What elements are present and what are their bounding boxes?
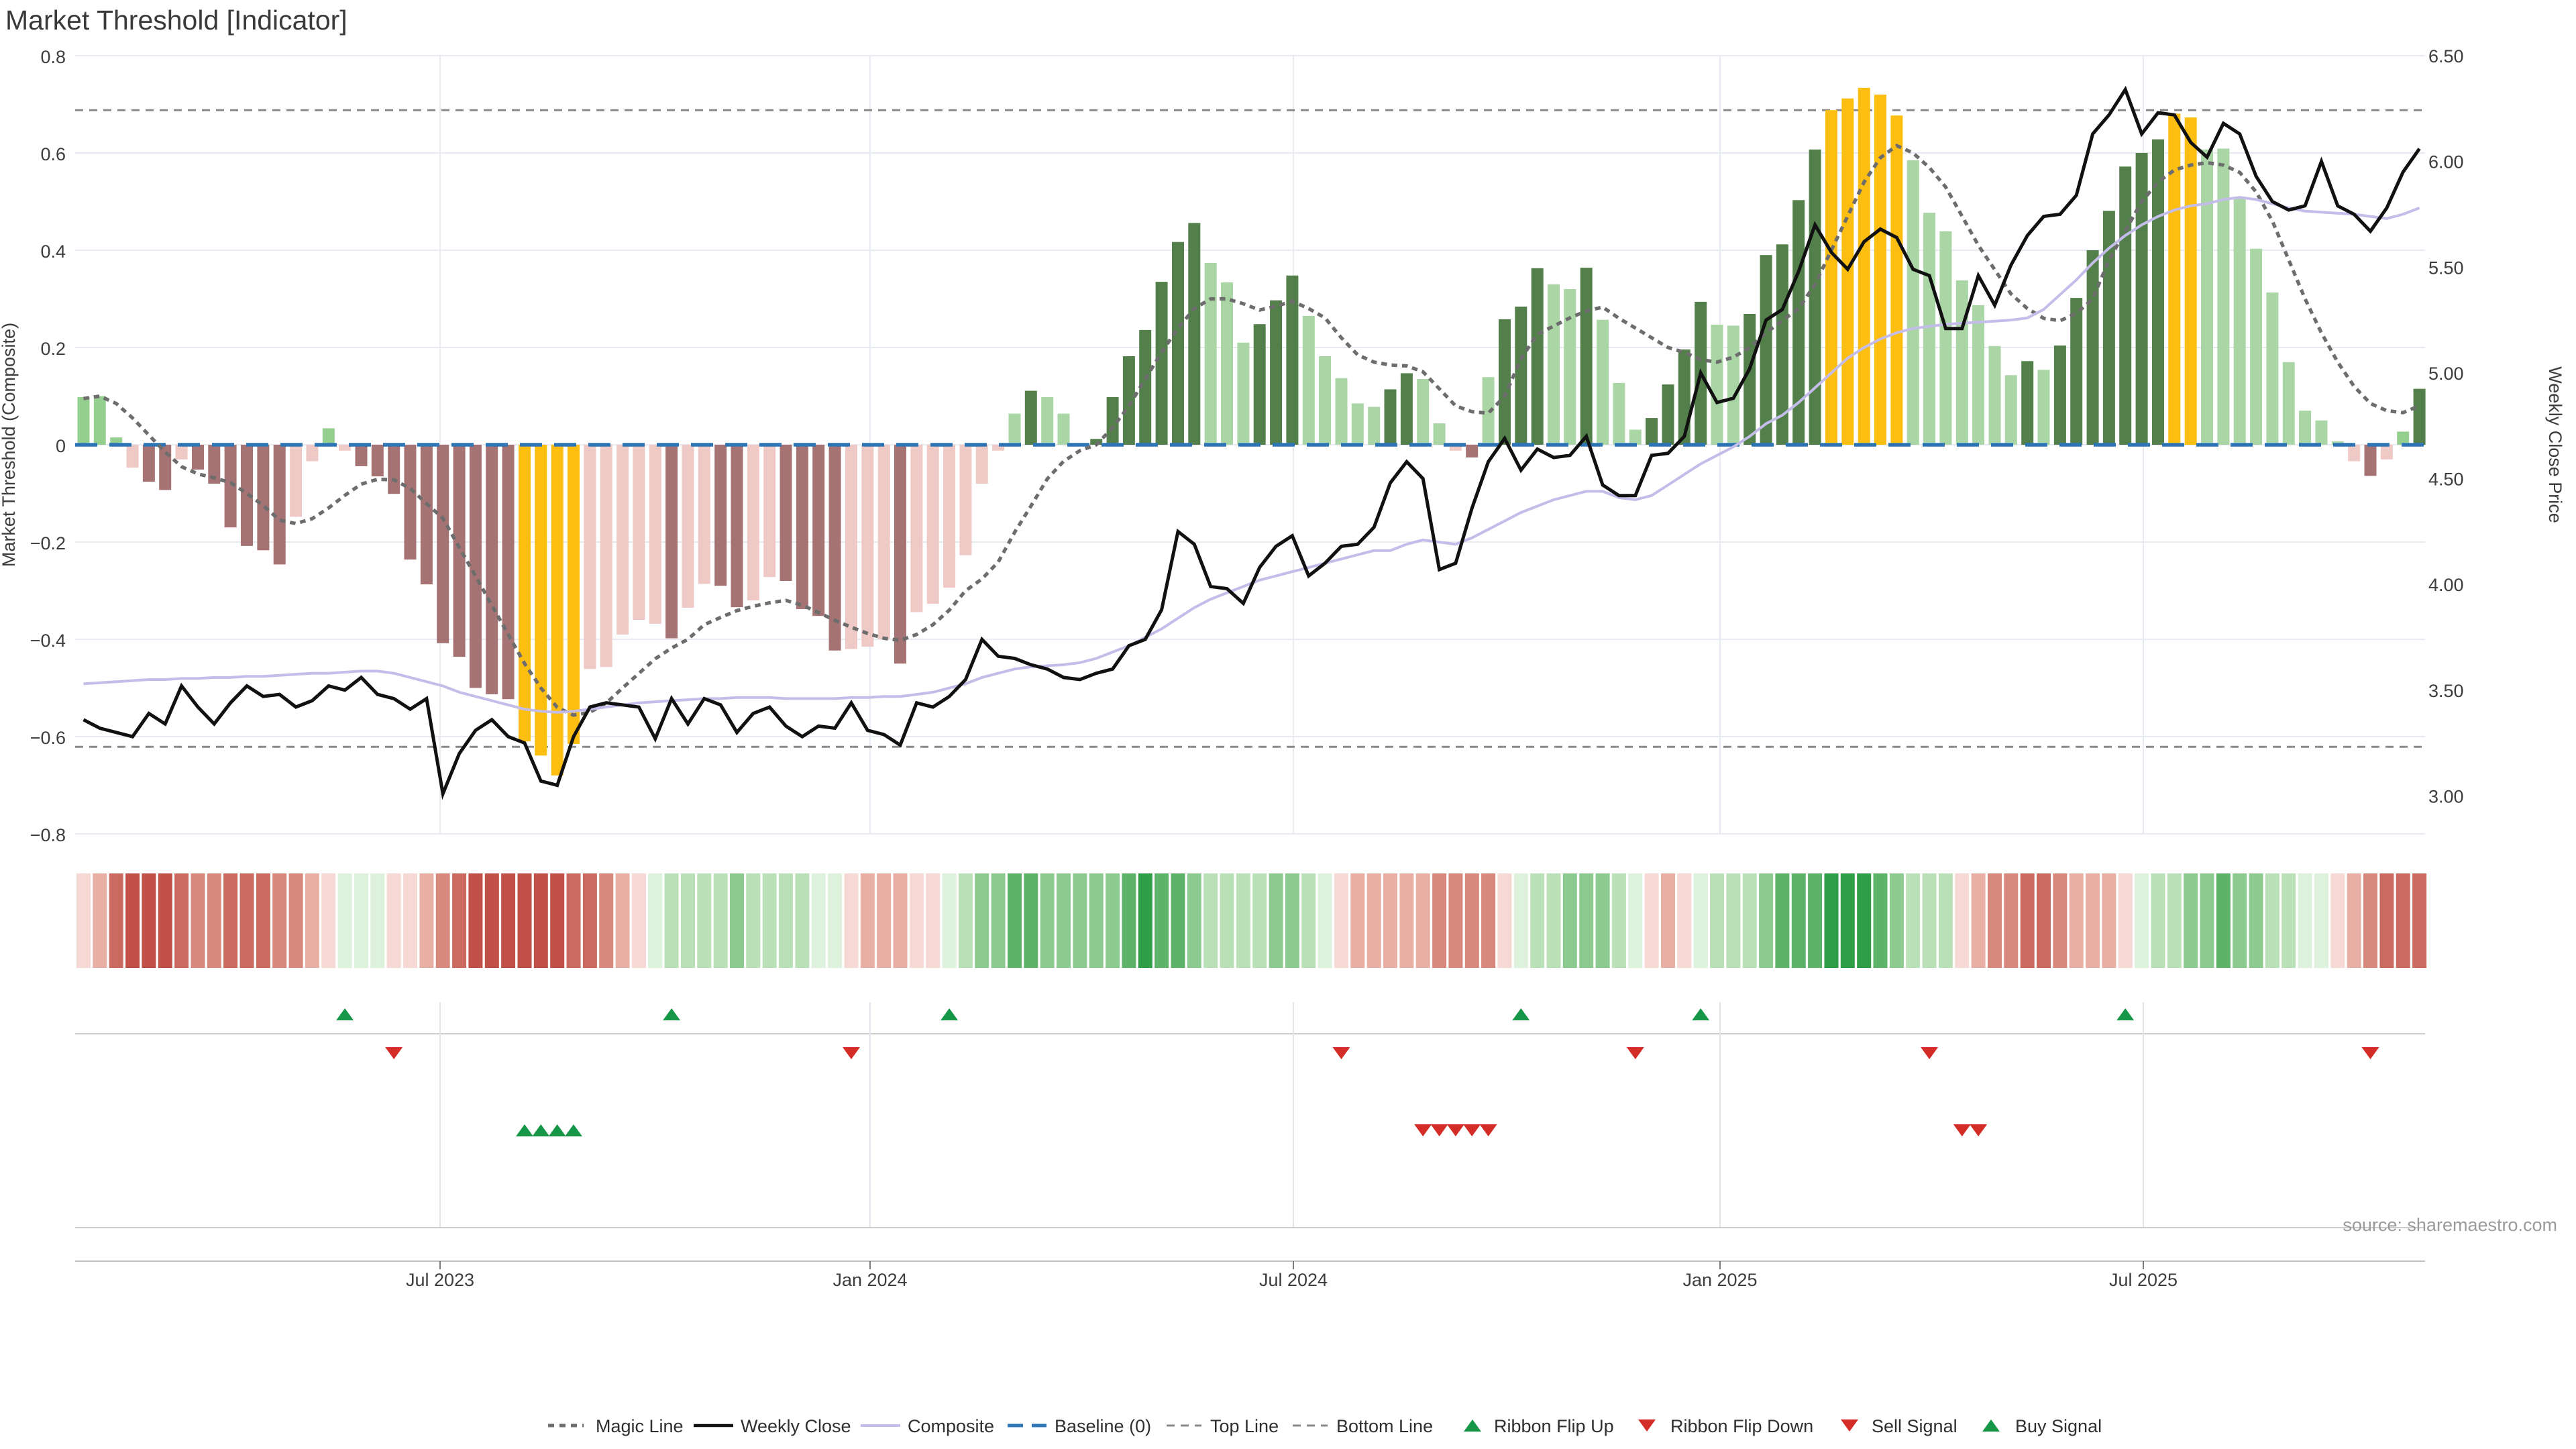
svg-text:−0.8: −0.8 bbox=[30, 825, 66, 845]
svg-text:Jul 2023: Jul 2023 bbox=[406, 1270, 474, 1290]
svg-text:Composite: Composite bbox=[908, 1416, 994, 1436]
svg-text:−0.6: −0.6 bbox=[30, 728, 66, 748]
svg-text:−0.2: −0.2 bbox=[30, 533, 66, 553]
svg-text:0.2: 0.2 bbox=[40, 339, 66, 359]
svg-text:5.00: 5.00 bbox=[2428, 364, 2464, 384]
svg-text:Jan 2025: Jan 2025 bbox=[1682, 1270, 1757, 1290]
svg-text:Jul 2025: Jul 2025 bbox=[2109, 1270, 2178, 1290]
svg-text:Market Threshold (Composite): Market Threshold (Composite) bbox=[0, 323, 19, 567]
svg-text:Jul 2024: Jul 2024 bbox=[1259, 1270, 1328, 1290]
svg-text:4.50: 4.50 bbox=[2428, 470, 2464, 490]
svg-text:Buy Signal: Buy Signal bbox=[2015, 1416, 2102, 1436]
svg-text:3.50: 3.50 bbox=[2428, 681, 2464, 701]
svg-text:Ribbon Flip Up: Ribbon Flip Up bbox=[1494, 1416, 1614, 1436]
svg-text:Magic Line: Magic Line bbox=[596, 1416, 684, 1436]
svg-text:0.8: 0.8 bbox=[40, 47, 66, 67]
svg-text:source: sharemaestro.com: source: sharemaestro.com bbox=[2343, 1215, 2557, 1235]
svg-text:Market Threshold [Indicator]: Market Threshold [Indicator] bbox=[5, 5, 347, 36]
svg-text:4.00: 4.00 bbox=[2428, 575, 2464, 595]
svg-text:6.50: 6.50 bbox=[2428, 46, 2464, 66]
svg-text:−0.4: −0.4 bbox=[30, 631, 66, 651]
svg-text:0: 0 bbox=[56, 436, 66, 456]
svg-text:Ribbon Flip Down: Ribbon Flip Down bbox=[1670, 1416, 1813, 1436]
svg-text:Weekly Close: Weekly Close bbox=[741, 1416, 851, 1436]
svg-text:Baseline (0): Baseline (0) bbox=[1055, 1416, 1151, 1436]
svg-text:0.6: 0.6 bbox=[40, 144, 66, 164]
svg-text:3.00: 3.00 bbox=[2428, 786, 2464, 806]
svg-text:Sell Signal: Sell Signal bbox=[1872, 1416, 1957, 1436]
svg-text:5.50: 5.50 bbox=[2428, 258, 2464, 278]
svg-text:6.00: 6.00 bbox=[2428, 152, 2464, 172]
svg-text:Weekly Close Price: Weekly Close Price bbox=[2545, 366, 2565, 523]
svg-text:Bottom Line: Bottom Line bbox=[1336, 1416, 1433, 1436]
svg-text:Jan 2024: Jan 2024 bbox=[833, 1270, 907, 1290]
svg-text:0.4: 0.4 bbox=[40, 241, 66, 262]
svg-text:Top Line: Top Line bbox=[1210, 1416, 1279, 1436]
